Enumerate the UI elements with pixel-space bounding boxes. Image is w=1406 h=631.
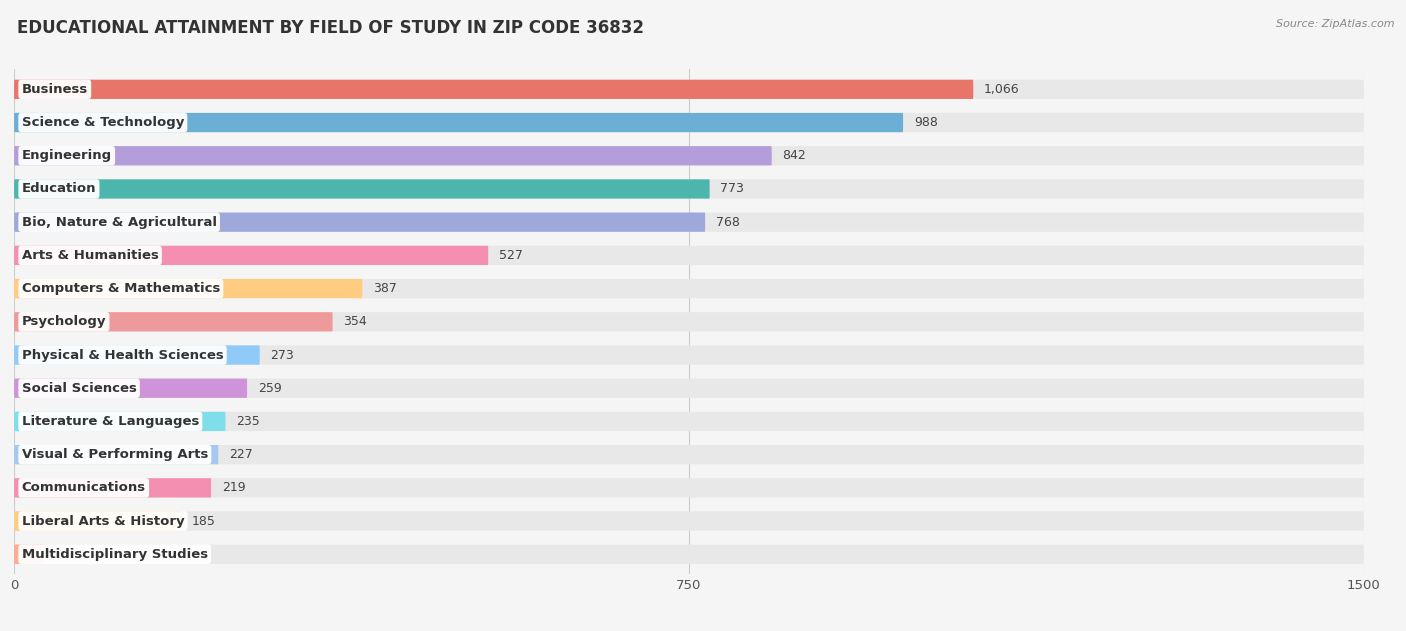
FancyBboxPatch shape <box>14 245 1364 265</box>
Text: Physical & Health Sciences: Physical & Health Sciences <box>21 348 224 362</box>
Text: Communications: Communications <box>21 481 146 494</box>
FancyBboxPatch shape <box>14 245 488 265</box>
FancyBboxPatch shape <box>14 512 180 531</box>
Text: 273: 273 <box>270 348 294 362</box>
FancyBboxPatch shape <box>14 345 260 365</box>
FancyBboxPatch shape <box>14 445 1364 464</box>
FancyBboxPatch shape <box>14 512 1364 531</box>
Text: Multidisciplinary Studies: Multidisciplinary Studies <box>21 548 208 561</box>
Text: 33: 33 <box>55 548 70 561</box>
Text: 185: 185 <box>191 514 215 528</box>
Text: 387: 387 <box>373 282 396 295</box>
FancyBboxPatch shape <box>14 80 973 99</box>
Text: 354: 354 <box>343 316 367 328</box>
Text: Engineering: Engineering <box>21 150 112 162</box>
Text: Visual & Performing Arts: Visual & Performing Arts <box>21 448 208 461</box>
Text: 527: 527 <box>499 249 523 262</box>
Text: 219: 219 <box>222 481 246 494</box>
Text: Social Sciences: Social Sciences <box>21 382 136 395</box>
FancyBboxPatch shape <box>14 412 225 431</box>
FancyBboxPatch shape <box>14 146 772 165</box>
FancyBboxPatch shape <box>14 113 903 132</box>
Text: Science & Technology: Science & Technology <box>21 116 184 129</box>
Text: EDUCATIONAL ATTAINMENT BY FIELD OF STUDY IN ZIP CODE 36832: EDUCATIONAL ATTAINMENT BY FIELD OF STUDY… <box>17 19 644 37</box>
FancyBboxPatch shape <box>14 412 1364 431</box>
FancyBboxPatch shape <box>14 179 710 199</box>
Text: 235: 235 <box>236 415 260 428</box>
FancyBboxPatch shape <box>14 146 1364 165</box>
FancyBboxPatch shape <box>14 179 1364 199</box>
FancyBboxPatch shape <box>14 213 706 232</box>
FancyBboxPatch shape <box>14 80 1364 99</box>
Text: 1,066: 1,066 <box>984 83 1019 96</box>
Text: 227: 227 <box>229 448 253 461</box>
Text: Business: Business <box>21 83 89 96</box>
Text: 842: 842 <box>783 150 806 162</box>
FancyBboxPatch shape <box>14 478 211 497</box>
Text: Source: ZipAtlas.com: Source: ZipAtlas.com <box>1277 19 1395 29</box>
Text: 988: 988 <box>914 116 938 129</box>
FancyBboxPatch shape <box>14 113 1364 132</box>
Text: Computers & Mathematics: Computers & Mathematics <box>21 282 219 295</box>
FancyBboxPatch shape <box>14 312 1364 331</box>
Text: Education: Education <box>21 182 96 196</box>
FancyBboxPatch shape <box>14 379 247 398</box>
FancyBboxPatch shape <box>14 345 1364 365</box>
FancyBboxPatch shape <box>14 312 333 331</box>
FancyBboxPatch shape <box>14 279 363 298</box>
FancyBboxPatch shape <box>14 545 1364 564</box>
FancyBboxPatch shape <box>14 279 1364 298</box>
Text: Arts & Humanities: Arts & Humanities <box>21 249 159 262</box>
Text: Liberal Arts & History: Liberal Arts & History <box>21 514 184 528</box>
Text: Bio, Nature & Agricultural: Bio, Nature & Agricultural <box>21 216 217 228</box>
Text: 768: 768 <box>716 216 740 228</box>
FancyBboxPatch shape <box>14 213 1364 232</box>
FancyBboxPatch shape <box>14 445 218 464</box>
Text: 259: 259 <box>257 382 281 395</box>
FancyBboxPatch shape <box>14 478 1364 497</box>
Text: Psychology: Psychology <box>21 316 107 328</box>
FancyBboxPatch shape <box>14 379 1364 398</box>
Text: 773: 773 <box>720 182 744 196</box>
Text: Literature & Languages: Literature & Languages <box>21 415 200 428</box>
FancyBboxPatch shape <box>14 545 44 564</box>
